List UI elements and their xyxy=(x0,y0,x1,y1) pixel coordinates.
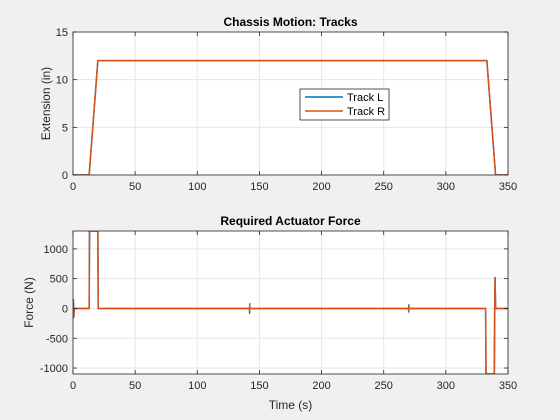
tracks-xtick-label: 150 xyxy=(250,181,268,193)
force-title: Required Actuator Force xyxy=(220,214,361,228)
force-xtick-label: 150 xyxy=(250,380,268,392)
legend-box xyxy=(299,88,390,121)
tracks-series-track-r xyxy=(73,59,508,175)
legend-label-track-r: Track R xyxy=(347,106,385,118)
legend-label-track-l: Track L xyxy=(347,92,383,104)
force-xtick-label: 200 xyxy=(312,380,330,392)
force-axes[interactable]: 0 50 100 150 200 250 300 350 -1000 -500 0 500 1000 R… xyxy=(22,214,517,412)
force-ytick-label: 0 xyxy=(62,303,68,315)
force-ytick-label: -1000 xyxy=(40,363,68,375)
tracks-ytick-label: 15 xyxy=(56,27,68,39)
tracks-axes-box xyxy=(72,31,509,176)
force-series-group xyxy=(73,231,508,374)
tracks-xtick-label: 50 xyxy=(129,181,141,193)
force-xlabel: Time (s) xyxy=(269,398,313,412)
tracks-title: Chassis Motion: Tracks xyxy=(223,15,357,29)
tracks-ytick-label: 10 xyxy=(56,75,68,87)
force-xtick-label: 50 xyxy=(129,380,141,392)
tracks-series-group xyxy=(73,59,508,175)
force-xtick-label: 350 xyxy=(499,380,517,392)
force-ytick-label: 1000 xyxy=(44,244,68,256)
force-axes-box xyxy=(72,230,509,375)
tracks-xtick-label: 250 xyxy=(375,181,393,193)
tracks-xtick-label: 350 xyxy=(499,181,517,193)
force-xtick-label: 300 xyxy=(437,380,455,392)
tracks-ytick-label: 5 xyxy=(62,122,68,134)
force-xtick-label: 0 xyxy=(70,380,76,392)
tracks-legend[interactable]: Track L Track R xyxy=(299,88,390,121)
force-ytick-label: 500 xyxy=(50,274,68,286)
tracks-xtick-label: 300 xyxy=(437,181,455,193)
tracks-xtick-label: 100 xyxy=(188,181,206,193)
force-series-track-r xyxy=(73,231,508,374)
force-ticks: 0 50 100 150 200 250 300 350 -1000 -500 0 500 1000 xyxy=(40,231,517,392)
tracks-ytick-label: 0 xyxy=(62,170,68,182)
tracks-ylabel: Extension (in) xyxy=(39,67,53,140)
force-ylabel: Force (N) xyxy=(22,277,36,328)
tracks-xtick-label: 0 xyxy=(70,181,76,193)
tracks-axes[interactable]: 0 50 100 150 200 250 300 350 0 5 10 15 Chassis Moti… xyxy=(39,15,517,193)
tracks-xtick-label: 200 xyxy=(312,181,330,193)
tracks-ticks: 0 50 100 150 200 250 300 350 0 5 10 15 xyxy=(56,27,517,193)
tracks-plot-area xyxy=(73,32,508,175)
force-xtick-label: 250 xyxy=(375,380,393,392)
force-xtick-label: 100 xyxy=(188,380,206,392)
force-ytick-label: -500 xyxy=(46,333,68,345)
force-plot-area xyxy=(73,231,508,374)
